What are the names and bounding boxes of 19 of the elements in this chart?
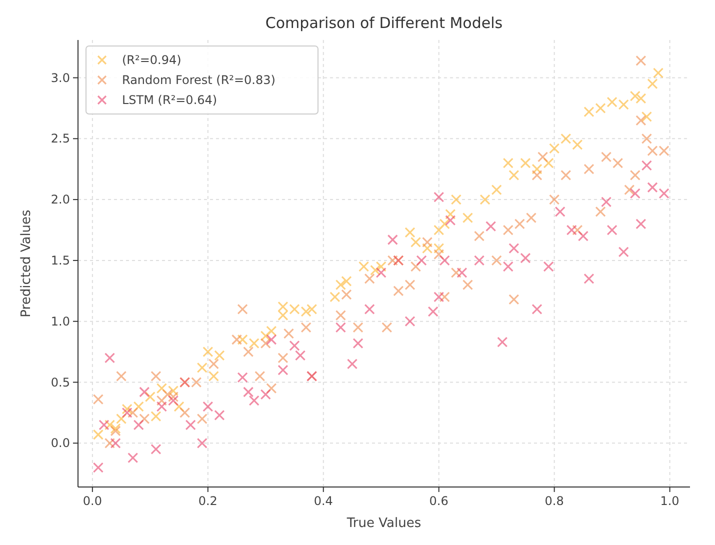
x-tick-label: 0.4: [314, 494, 333, 508]
y-tick-label: 0.0: [50, 436, 70, 450]
x-tick-label: 0.6: [429, 494, 448, 508]
legend-label: (R²=0.94): [122, 53, 182, 67]
y-tick-label: 3.0: [50, 70, 70, 85]
x-tick-label: 0.0: [82, 494, 102, 508]
x-tick-label: 1.0: [660, 494, 680, 508]
y-axis-title: Predicted Values: [19, 209, 34, 318]
y-tick-label: 1.5: [50, 253, 70, 268]
y-tick-label: 1.0: [50, 314, 70, 328]
x-tick-label: 0.2: [198, 494, 218, 508]
x-axis-title: True Values: [346, 516, 422, 531]
legend-label: LSTM (R²=0.64): [122, 93, 218, 107]
y-tick-label: 0.5: [50, 375, 70, 390]
y-tick-label: 2.5: [50, 132, 70, 146]
y-tick-label: 2.0: [50, 192, 70, 207]
x-tick-label: 0.8: [544, 494, 564, 508]
legend-label: Random Forest (R²=0.83): [122, 73, 276, 87]
chart-title: Comparison of Different Models: [265, 14, 503, 32]
